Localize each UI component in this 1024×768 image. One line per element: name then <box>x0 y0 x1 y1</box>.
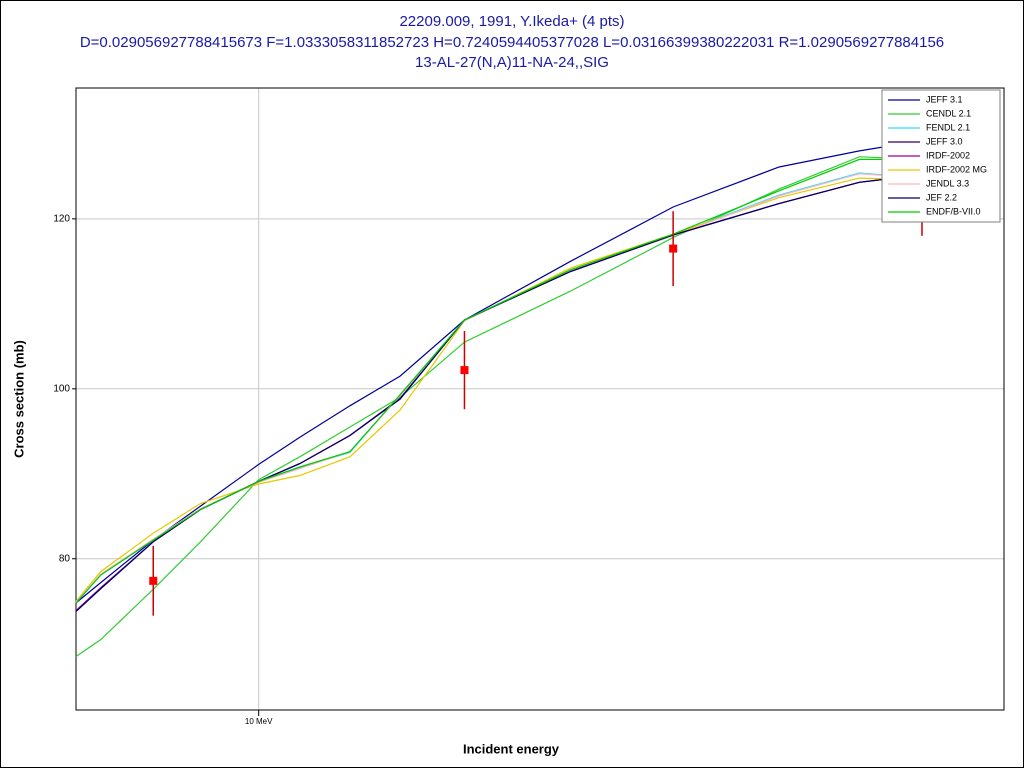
title-line: D=0.029056927788415673 F=1.0333058311852… <box>80 34 944 51</box>
legend-label: IRDF-2002 MG <box>926 164 987 174</box>
title-line: 13-AL-27(N,A)11-NA-24,,SIG <box>415 54 609 71</box>
legend-label: ENDF/B-VII.0 <box>926 206 981 216</box>
data-point <box>460 366 469 375</box>
legend-label: JENDL 3.3 <box>926 178 969 188</box>
y-tick-label: 80 <box>59 553 71 564</box>
series-line <box>75 158 922 604</box>
legend-label: JEF 2.2 <box>926 192 957 202</box>
series-line <box>75 156 923 657</box>
y-tick-label: 100 <box>53 383 70 394</box>
series-line <box>75 177 923 602</box>
x-axis-label: Incident energy <box>463 741 560 756</box>
y-axis-label: Cross section (mb) <box>11 340 26 458</box>
legend-label: FENDL 2.1 <box>926 122 970 132</box>
legend-label: CENDL 2.1 <box>926 108 971 118</box>
data-point <box>669 244 678 253</box>
title-line: 22209.009, 1991, Y.Ikeda+ (4 pts) <box>399 13 624 30</box>
series-line <box>75 174 923 612</box>
axes-frame <box>75 87 1005 711</box>
y-tick-label: 120 <box>53 213 70 224</box>
data-point <box>149 576 158 585</box>
x-tick-label: 10 MeV <box>245 717 273 726</box>
legend-label: JEFF 3.1 <box>926 94 963 104</box>
legend-label: JEFF 3.0 <box>926 136 963 146</box>
legend-label: IRDF-2002 <box>926 150 970 160</box>
